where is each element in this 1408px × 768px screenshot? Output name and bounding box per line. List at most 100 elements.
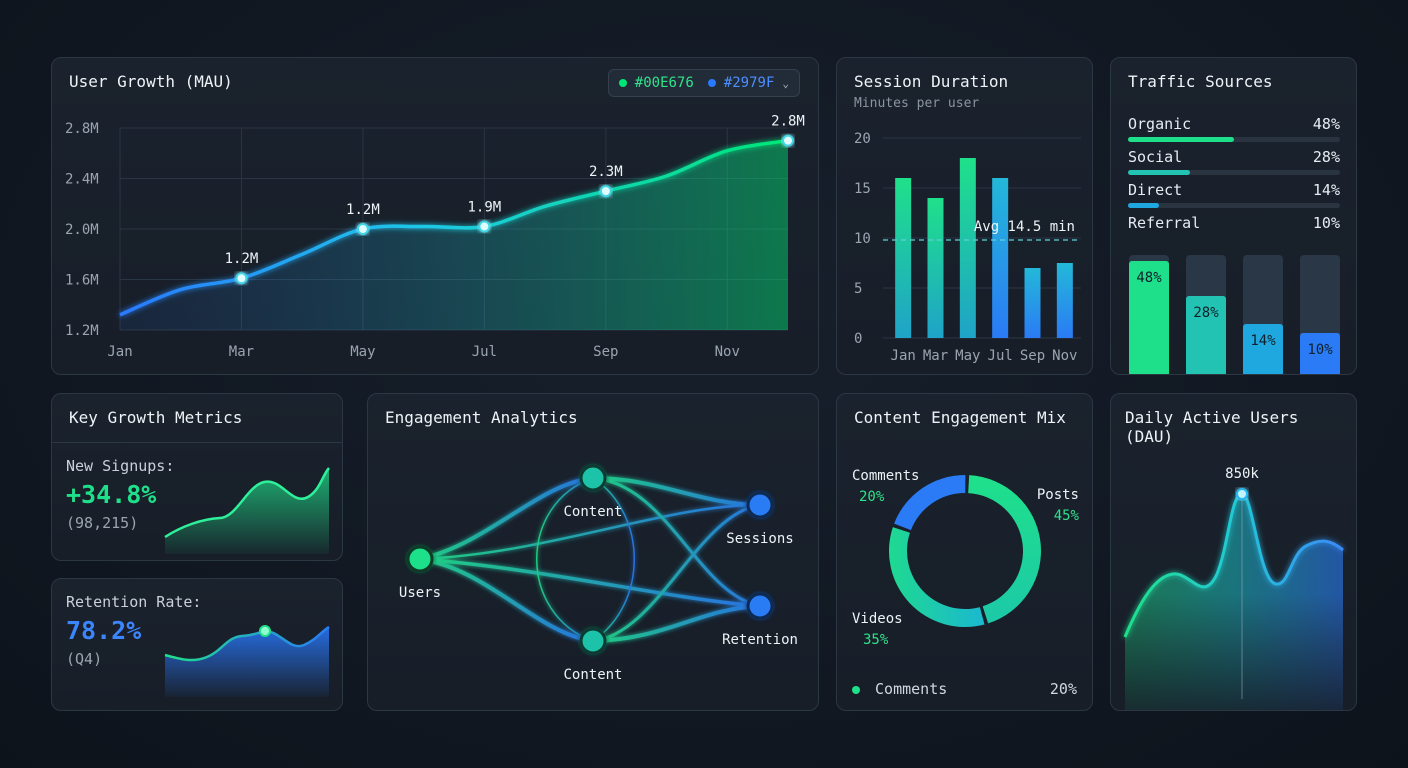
traffic-row-pct: 10% bbox=[1312, 214, 1340, 232]
kgm-value: +34.8% bbox=[66, 480, 157, 509]
kgm-sparkline bbox=[164, 467, 330, 554]
dau-chart: 850k bbox=[1111, 466, 1356, 710]
traffic-bar-label: 14% bbox=[1250, 333, 1276, 349]
mix-label-comments-pct: 20% bbox=[859, 489, 885, 505]
mau-panel: User Growth (MAU) #00E676 #2979F ⌄ 1 bbox=[51, 57, 819, 375]
session-title: Session Duration bbox=[854, 72, 1009, 91]
traffic-panel: Traffic Sources Organic 48% Social 28% D… bbox=[1110, 57, 1357, 375]
mix-panel: Content Engagement Mix Comments 20% Post… bbox=[836, 393, 1093, 711]
engagement-flow-diagram: Users Content Content Sessions Retention bbox=[399, 464, 798, 683]
traffic-row-fill bbox=[1128, 137, 1234, 142]
traffic-bar-chart: 48% 28% 14% 10% bbox=[1129, 255, 1340, 374]
session-subtitle: Minutes per user bbox=[854, 96, 980, 111]
mau-ytick-label: 2.0M bbox=[65, 222, 99, 238]
mix-label-comments: Comments bbox=[852, 468, 919, 484]
session-panel: Session Duration Minutes per user 0 5 10 15… bbox=[836, 57, 1093, 375]
mix-donut-chart: Comments 20% Posts 45% Videos 35% bbox=[852, 468, 1080, 648]
kgm-title: Key Growth Metrics bbox=[69, 408, 243, 427]
mix-footer: Comments 20% bbox=[852, 680, 1077, 698]
traffic-row-pct: 28% bbox=[1312, 148, 1340, 166]
session-bar bbox=[992, 178, 1009, 338]
traffic-row-pct: 48% bbox=[1312, 115, 1340, 133]
dau-panel: Daily Active Users (DAU) 850k bbox=[1110, 393, 1357, 711]
dau-peak-label: 850k bbox=[1225, 466, 1259, 482]
traffic-title: Traffic Sources bbox=[1128, 72, 1273, 91]
engagement-title: Engagement Analytics bbox=[385, 408, 578, 427]
flow-link bbox=[419, 557, 594, 643]
kgm-sub: (98,215) bbox=[66, 514, 139, 532]
mau-xtick-label: Jul bbox=[472, 344, 497, 360]
flow-link bbox=[536, 477, 594, 642]
mau-xtick-label: Jan bbox=[107, 344, 132, 360]
retention-sub: (Q4) bbox=[66, 650, 103, 668]
dau-title: Daily Active Users (DAU) bbox=[1125, 408, 1299, 446]
mau-point-label: 1.9M bbox=[468, 199, 502, 215]
traffic-bar-label: 48% bbox=[1136, 270, 1162, 286]
flow-link bbox=[592, 503, 761, 643]
mix-label-posts-pct: 45% bbox=[1054, 508, 1080, 524]
mau-xtick-label: May bbox=[350, 344, 375, 360]
retention-sparkline bbox=[164, 625, 330, 697]
kgm-label: New Signups: bbox=[66, 457, 175, 475]
mau-ytick-label: 1.2M bbox=[65, 323, 99, 339]
session-ytick-label: 15 bbox=[854, 181, 871, 197]
mau-ytick-label: 2.4M bbox=[65, 172, 99, 188]
mau-point-label: 2.8M bbox=[771, 114, 805, 130]
retention-marker bbox=[259, 625, 271, 637]
flow-link bbox=[592, 477, 635, 642]
kgm-panel: Key Growth Metrics New Signups: +34.8% (… bbox=[51, 393, 343, 561]
node-content-top bbox=[579, 464, 607, 492]
session-xtick-label: Jan bbox=[891, 348, 916, 364]
flow-link bbox=[592, 476, 761, 507]
mau-point bbox=[356, 223, 369, 235]
traffic-row-fill bbox=[1128, 203, 1159, 208]
node-retention bbox=[746, 592, 774, 620]
mau-chart: 1.2M1.6M2.0M2.4M2.8M Jan Mar May Jul Sep Nov … bbox=[65, 114, 805, 360]
blue-dot-icon bbox=[707, 79, 716, 87]
mix-slice bbox=[889, 527, 985, 627]
node-content-bottom bbox=[579, 627, 607, 655]
dau-fade bbox=[1111, 594, 1356, 710]
retention-sparkline-area bbox=[165, 627, 329, 697]
flow-link bbox=[419, 476, 594, 561]
node-users bbox=[406, 545, 434, 573]
traffic-row-label: Social bbox=[1128, 148, 1183, 166]
node-content-top-label: Content bbox=[563, 504, 622, 520]
mau-legend-dropdown[interactable]: #00E676 #2979F ⌄ bbox=[607, 69, 800, 97]
mau-point bbox=[478, 220, 491, 233]
traffic-bar bbox=[1243, 324, 1283, 374]
flow-link bbox=[592, 476, 761, 608]
session-bar bbox=[1056, 263, 1073, 338]
session-ytick-label: 10 bbox=[854, 231, 871, 247]
traffic-row-track bbox=[1128, 137, 1340, 142]
retention-panel: Retention Rate: 78.2% (Q4) bbox=[51, 578, 343, 711]
mau-title: User Growth (MAU) bbox=[69, 72, 233, 91]
traffic-row-label: Referral bbox=[1128, 214, 1201, 232]
flow-link bbox=[592, 604, 761, 643]
node-users-label: Users bbox=[399, 585, 441, 601]
session-xtick-label: May bbox=[955, 348, 980, 364]
mix-label-videos-pct: 35% bbox=[863, 632, 889, 648]
mau-point-label: 2.3M bbox=[589, 164, 623, 180]
session-ytick-label: 0 bbox=[854, 331, 862, 347]
legend-blue-label: #2979F bbox=[723, 75, 775, 91]
flow-link bbox=[419, 557, 761, 608]
retention-value: 78.2% bbox=[66, 616, 142, 645]
node-sessions bbox=[746, 491, 774, 519]
node-sessions-label: Sessions bbox=[726, 531, 793, 547]
mau-ytick-label: 2.8M bbox=[65, 121, 99, 137]
mix-slice bbox=[894, 475, 966, 531]
session-bar bbox=[1024, 268, 1041, 338]
traffic-bar bbox=[1129, 261, 1169, 374]
mix-footer-name: Comments bbox=[875, 680, 948, 698]
retention-sparkline-line bbox=[164, 625, 330, 662]
node-content-bottom-label: Content bbox=[563, 667, 622, 683]
mau-series-line bbox=[119, 138, 789, 317]
session-xtick-label: Jul bbox=[988, 348, 1013, 364]
mau-ytick-label: 1.6M bbox=[65, 273, 99, 289]
session-xtick-label: Nov bbox=[1052, 348, 1077, 364]
session-ytick-label: 5 bbox=[854, 281, 862, 297]
mau-xtick-label: Sep bbox=[593, 344, 618, 360]
kgm-sparkline-line bbox=[164, 467, 330, 539]
flow-link bbox=[419, 503, 761, 561]
